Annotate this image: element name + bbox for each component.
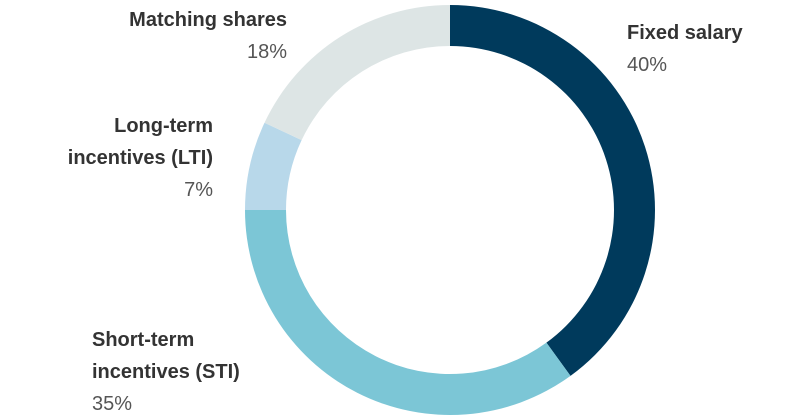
- category-label: Matching shares: [129, 9, 287, 31]
- donut-segment: [245, 210, 571, 415]
- donut-segment: [245, 122, 302, 210]
- label-matching-shares: Matching shares 18%: [47, 4, 287, 68]
- donut-segment: [450, 5, 655, 376]
- category-label: Short-term incentives (STI): [92, 329, 240, 383]
- donut-segment: [264, 5, 450, 141]
- value-label: 18%: [246, 41, 287, 63]
- value-label: 35%: [92, 393, 133, 415]
- category-label: Fixed salary: [627, 22, 743, 44]
- label-fixed-salary: Fixed salary 40%: [627, 17, 797, 81]
- category-label: Long-term incentives (LTI): [67, 115, 213, 169]
- value-label: 7%: [184, 179, 213, 201]
- label-lti: Long-term incentives (LTI) 7%: [33, 110, 213, 206]
- label-sti: Short-term incentives (STI) 35%: [92, 324, 292, 420]
- value-label: 40%: [627, 54, 668, 76]
